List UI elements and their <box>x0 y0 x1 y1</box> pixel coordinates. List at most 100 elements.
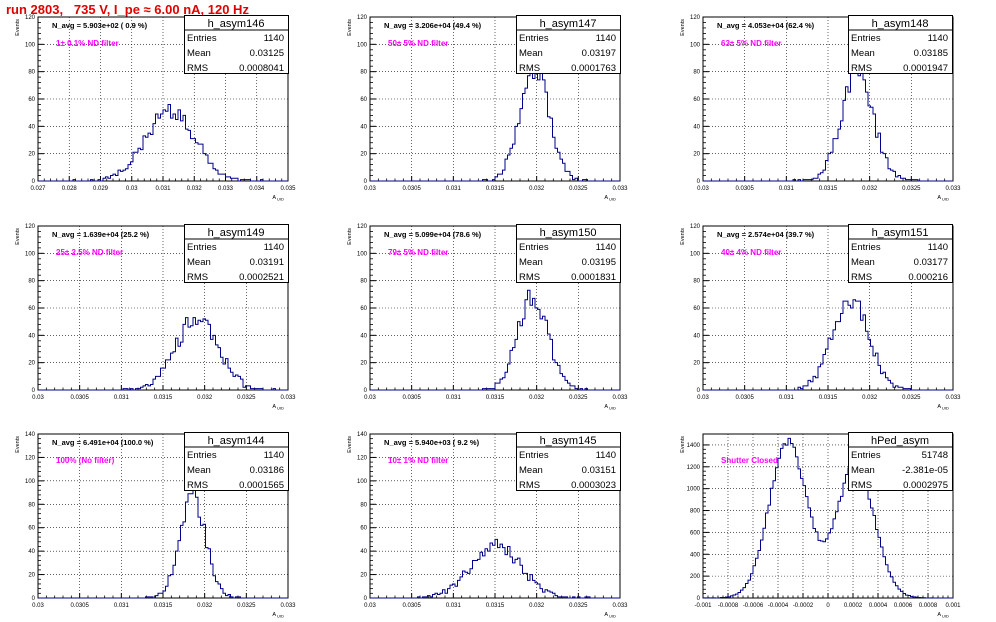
x-tick-label: 0.0305 <box>402 395 421 401</box>
x-tick-label: 0.0315 <box>486 603 505 609</box>
filter-annotation: 50± 5% ND filter <box>388 39 448 48</box>
x-axis-label-subscript: UID <box>942 406 949 411</box>
page-title: run 2803, 735 V, I_pe ≈ 6.00 nA, 120 Hz <box>6 2 249 17</box>
y-tick-label: 140 <box>25 432 36 438</box>
filter-annotation: 79± 5% ND filter <box>388 248 448 257</box>
y-tick-label: 60 <box>693 97 700 103</box>
x-axis-label-subscript: UID <box>609 614 616 619</box>
stats-label-entries: Entries <box>519 450 549 461</box>
x-tick-label: 0.0006 <box>894 603 913 609</box>
x-tick-label: 0.027 <box>30 186 46 192</box>
navg-label: N_avg = 5.099e+04 (78.6 %) <box>384 230 482 239</box>
y-axis-label: Events <box>347 436 353 453</box>
filter-annotation: 100% (No filter) <box>56 456 115 465</box>
stats-value-entries: 1140 <box>928 33 948 44</box>
stats-label-entries: Entries <box>851 33 881 44</box>
y-tick-label: 100 <box>25 479 36 485</box>
navg-label: N_avg = 4.053e+04 (62.4 %) <box>717 21 815 30</box>
stats-value-mean: -2.381e-05 <box>902 465 948 476</box>
y-tick-label: 1200 <box>687 465 701 471</box>
y-tick-label: 0 <box>364 596 368 602</box>
stats-value-mean: 0.03151 <box>582 465 616 476</box>
y-tick-label: 40 <box>693 124 700 130</box>
y-tick-label: 60 <box>360 97 367 103</box>
stats-box-title: h_asym149 <box>208 227 265 239</box>
x-axis-label: A <box>272 612 276 618</box>
y-tick-label: 40 <box>28 549 35 555</box>
x-tick-label: -0.0008 <box>718 603 739 609</box>
stats-box-frame <box>848 432 953 491</box>
x-axis-label: A <box>937 404 941 410</box>
y-tick-label: 20 <box>28 152 35 158</box>
y-tick-label: 400 <box>690 552 701 558</box>
x-axis-label: A <box>937 195 941 201</box>
x-axis-label: A <box>604 612 608 618</box>
stats-box-frame <box>516 224 621 283</box>
y-tick-label: 100 <box>357 479 368 485</box>
histogram-panel-h_asym150: 0.03 0.0305 0.031 0.0315 0.032 0.0325 0.033 0 20… <box>347 224 628 411</box>
x-tick-label: -0.0004 <box>768 603 789 609</box>
x-axis-label-subscript: UID <box>277 614 284 619</box>
x-tick-label: 0.033 <box>945 186 961 192</box>
x-tick-label: 0.001 <box>945 603 961 609</box>
x-tick-label: 0.0325 <box>237 603 256 609</box>
stats-box: h_asym144 Entries 1140 Mean 0.03186 RMS 0.0001… <box>184 432 289 491</box>
stats-box-title: h_asym145 <box>540 435 597 447</box>
y-axis-label: Events <box>347 228 353 245</box>
x-tick-label: 0.031 <box>446 603 462 609</box>
y-tick-label: 100 <box>357 251 368 257</box>
stats-value-rms: 0.0003023 <box>571 480 616 491</box>
histogram-series-line <box>38 489 288 599</box>
y-tick-label: 100 <box>690 251 701 257</box>
x-tick-label: 0.0315 <box>154 395 173 401</box>
x-tick-label: 0.031 <box>446 395 462 401</box>
x-tick-label: 0.03 <box>364 603 376 609</box>
stats-label-rms: RMS <box>519 272 540 283</box>
stats-label-rms: RMS <box>187 272 208 283</box>
stats-box: h_asym150 Entries 1140 Mean 0.03195 RMS 0.0001… <box>516 224 621 283</box>
y-tick-label: 120 <box>25 455 36 461</box>
stats-box: h_asym146 Entries 1140 Mean 0.03125 RMS 0.0008… <box>184 15 289 74</box>
stats-label-mean: Mean <box>187 48 211 59</box>
y-tick-label: 0 <box>697 179 701 185</box>
y-tick-label: 60 <box>28 306 35 312</box>
x-tick-label: 0.0315 <box>154 603 173 609</box>
histogram-series-line <box>702 437 953 599</box>
y-tick-label: 80 <box>360 502 367 508</box>
y-axis-label: Events <box>680 228 686 245</box>
y-tick-label: 0 <box>364 388 368 394</box>
histogram-panel-h_asym148: 0.03 0.0305 0.031 0.0315 0.032 0.0325 0.033 0 20… <box>680 15 961 202</box>
histogram-series-line <box>370 64 620 182</box>
x-tick-label: 0.0305 <box>735 395 754 401</box>
histogram-series-line <box>370 538 620 599</box>
x-tick-label: 0.0325 <box>569 603 588 609</box>
histogram-panel-h_asym146: 0.027 0.028 0.029 0.03 0.031 0.032 0.033 0.034 0… <box>15 15 296 202</box>
histogram-series-line <box>38 317 288 391</box>
y-tick-label: 100 <box>25 251 36 257</box>
stats-value-mean: 0.03125 <box>250 48 284 59</box>
y-tick-label: 800 <box>690 509 701 515</box>
stats-value-rms: 0.0001947 <box>903 63 948 74</box>
histogram-series-line <box>703 64 953 182</box>
x-tick-label: 0.0305 <box>402 603 421 609</box>
x-tick-label: 0.0004 <box>869 603 888 609</box>
y-axis-label: Events <box>15 228 21 245</box>
x-tick-label: 0.028 <box>62 186 78 192</box>
y-tick-label: 600 <box>690 530 701 536</box>
stats-value-entries: 1140 <box>596 242 616 253</box>
stats-box: h_asym151 Entries 1140 Mean 0.03177 RMS 0.0002… <box>848 224 953 283</box>
y-tick-label: 80 <box>693 70 700 76</box>
x-tick-label: 0.032 <box>529 603 545 609</box>
navg-label: N_avg = 5.940e+03 ( 9.2 %) <box>384 438 480 447</box>
stats-label-entries: Entries <box>187 450 217 461</box>
x-tick-label: 0.033 <box>612 603 628 609</box>
x-axis-label-subscript: UID <box>942 197 949 202</box>
filter-annotation: 40± 4% ND filter <box>721 248 781 257</box>
stats-box-title: h_asym150 <box>540 227 597 239</box>
x-tick-label: 0.029 <box>93 186 109 192</box>
y-tick-label: 100 <box>357 42 368 48</box>
stats-value-entries: 1140 <box>264 450 284 461</box>
x-tick-label: 0.0325 <box>569 395 588 401</box>
y-tick-label: 20 <box>28 361 35 367</box>
y-tick-label: 120 <box>357 15 368 21</box>
